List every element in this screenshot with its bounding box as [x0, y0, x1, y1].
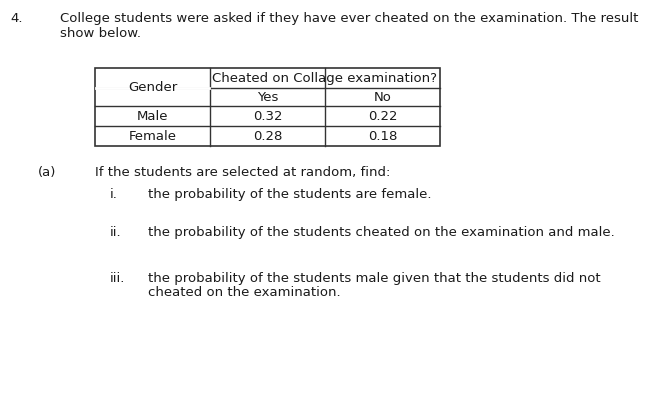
- Text: If the students are selected at random, find:: If the students are selected at random, …: [95, 166, 391, 179]
- Text: the probability of the students male given that the students did not: the probability of the students male giv…: [148, 272, 601, 285]
- Text: iii.: iii.: [110, 272, 125, 285]
- Text: Gender: Gender: [128, 80, 177, 94]
- Text: College students were asked if they have ever cheated on the examination. The re: College students were asked if they have…: [60, 12, 638, 25]
- Text: No: No: [374, 91, 391, 103]
- Text: 4.: 4.: [10, 12, 23, 25]
- Text: (a): (a): [38, 166, 57, 179]
- Text: Yes: Yes: [257, 91, 278, 103]
- Text: i.: i.: [110, 188, 118, 201]
- Text: 0.28: 0.28: [253, 129, 282, 143]
- Text: Female: Female: [129, 129, 177, 143]
- Text: Male: Male: [136, 110, 168, 122]
- Bar: [95, 68, 440, 146]
- Text: the probability of the students are female.: the probability of the students are fema…: [148, 188, 432, 201]
- Text: Cheated on Collage examination?: Cheated on Collage examination?: [213, 72, 437, 84]
- Text: 0.22: 0.22: [368, 110, 397, 122]
- Text: show below.: show below.: [60, 27, 141, 40]
- Text: cheated on the examination.: cheated on the examination.: [148, 286, 341, 299]
- Text: 0.18: 0.18: [368, 129, 397, 143]
- Text: the probability of the students cheated on the examination and male.: the probability of the students cheated …: [148, 226, 615, 239]
- Text: ii.: ii.: [110, 226, 122, 239]
- Text: 0.32: 0.32: [253, 110, 282, 122]
